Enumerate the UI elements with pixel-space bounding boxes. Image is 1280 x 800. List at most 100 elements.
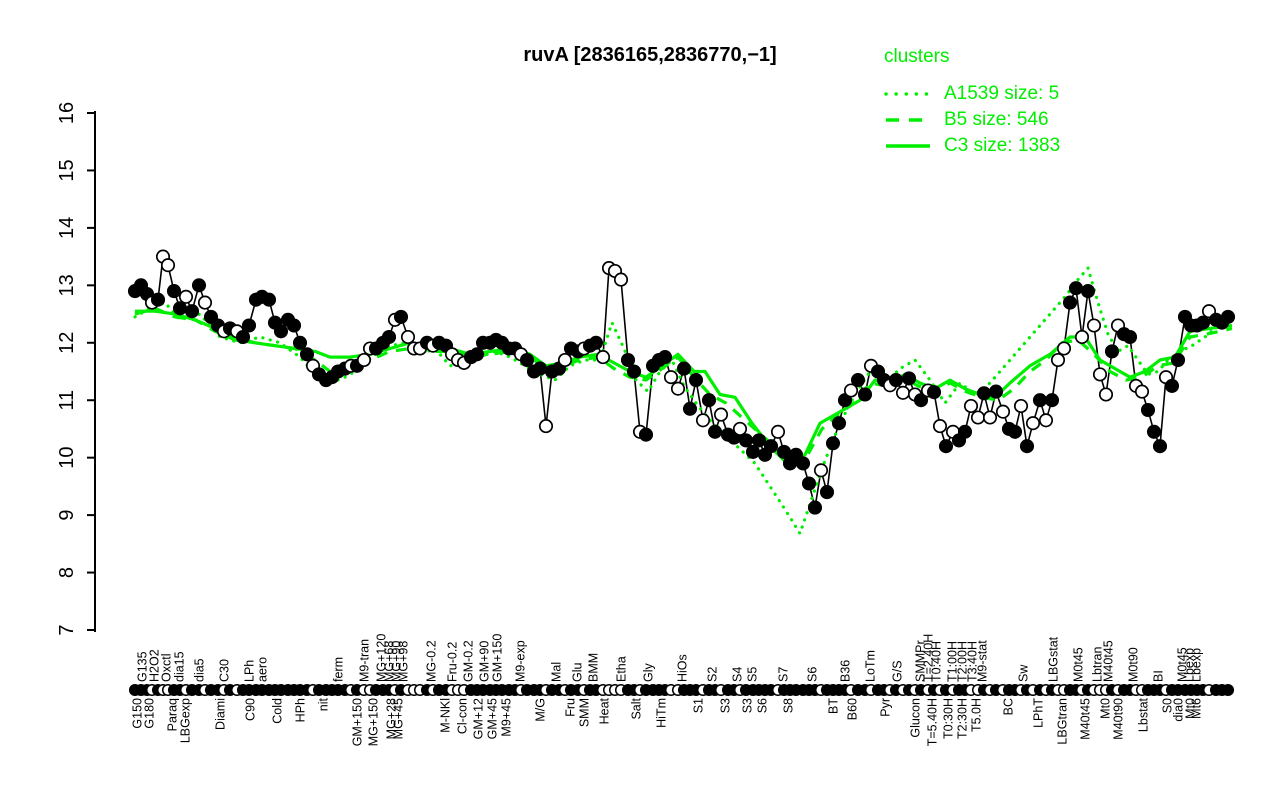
legend-entry-b5: B5 size: 546: [884, 107, 1060, 133]
x-label: M9-stat: [976, 640, 990, 682]
x-label: dia0: [1172, 698, 1186, 722]
x-label: GM+45: [486, 698, 500, 739]
filled-point: [831, 416, 847, 431]
chart-title: ruvA [2836165,2836770,−1]: [523, 44, 777, 66]
open-point: [670, 381, 686, 396]
x-label: GM-0.2: [462, 640, 476, 682]
y-tick-label: 10: [56, 447, 78, 469]
x-label: HiTm: [655, 698, 669, 728]
open-point: [1025, 416, 1041, 431]
x-label: M/G: [534, 698, 548, 722]
filled-point: [469, 347, 485, 362]
x-label: M9-exp: [514, 640, 528, 682]
legend-entry-c3: C3 size: 1383: [884, 133, 1060, 159]
filled-point: [807, 500, 823, 515]
x-label: T0:40H: [930, 641, 944, 682]
filled-point: [776, 444, 792, 459]
x-label: MG+68: [383, 641, 397, 682]
filled-point: [241, 318, 257, 333]
y-tick-label: 15: [56, 159, 78, 181]
x-label: C30: [218, 659, 232, 682]
x-label: Oxctl: [160, 654, 174, 682]
filled-point: [801, 476, 817, 491]
condition-marker-strip: [128, 683, 1235, 697]
filled-point: [682, 401, 698, 416]
x-label: S6: [756, 698, 770, 713]
filled-point: [1195, 315, 1211, 330]
legend-title: clusters: [884, 46, 950, 67]
filled-point: [957, 424, 973, 439]
x-label: B60: [846, 698, 860, 720]
filled-point: [191, 278, 207, 293]
x-label: Mal: [550, 662, 564, 682]
x-label: M0t45: [1072, 647, 1086, 682]
filled-point: [763, 439, 779, 454]
open-point: [538, 419, 554, 434]
y-tick-label: 13: [56, 274, 78, 296]
open-point: [895, 385, 911, 400]
condition-marker: [1221, 683, 1235, 697]
open-point: [1074, 329, 1090, 345]
x-label: S3: [741, 698, 755, 713]
x-label: B36: [839, 660, 853, 682]
filled-point: [1152, 439, 1168, 454]
x-label: GM+90: [478, 641, 492, 682]
x-label: T1:00H: [946, 641, 960, 682]
open-point: [843, 383, 859, 398]
filled-point: [819, 485, 835, 500]
open-point: [160, 258, 176, 273]
x-label: Fru-0.2: [446, 642, 460, 682]
x-label: MG+90: [390, 641, 404, 682]
x-label: S2: [706, 667, 720, 682]
x-label: S0: [1161, 698, 1175, 713]
x-label: HPh: [294, 698, 308, 722]
open-point: [1134, 384, 1150, 399]
filled-point: [1007, 424, 1023, 439]
x-label: G180: [143, 698, 157, 729]
x-label: G/S: [891, 660, 905, 682]
open-point: [770, 424, 786, 439]
x-label: M0t45: [1176, 647, 1190, 682]
x-label: Diami: [214, 698, 228, 730]
x-label: BI: [1152, 670, 1166, 682]
filled-point: [707, 424, 723, 439]
x-label: T0:30H: [942, 698, 956, 739]
x-label: GM+150: [491, 634, 505, 682]
x-label: Gly: [642, 663, 656, 683]
filled-point: [299, 347, 315, 362]
filled-point: [988, 384, 1004, 399]
open-point: [356, 352, 372, 368]
filled-point: [976, 386, 992, 401]
filled-point: [857, 387, 873, 402]
x-label: Lbstat: [1137, 697, 1151, 732]
x-label: S4: [731, 667, 745, 682]
x-label: S5: [746, 667, 760, 682]
legend-entry-label: A1539 size: 5: [944, 83, 1060, 104]
filled-point: [1044, 393, 1060, 408]
x-label: Heat: [598, 697, 612, 724]
legend-entries: A1539 size: 5 B5 size: 546 C3 size: 1383: [884, 81, 1060, 159]
open-point: [1092, 367, 1108, 382]
x-label: Mt0: [1099, 698, 1113, 719]
x-label: Etha: [615, 656, 629, 682]
filled-point: [1068, 281, 1084, 296]
y-tick-label: 8: [56, 567, 78, 578]
x-label: M0t90: [1127, 647, 1141, 682]
filled-point: [926, 385, 942, 400]
x-label: T=2.40H: [922, 634, 936, 682]
x-label: LPhT: [1032, 698, 1046, 728]
x-label: S3: [719, 698, 733, 713]
open-point: [1013, 398, 1029, 414]
filled-point: [1140, 402, 1156, 418]
x-label: G150: [131, 698, 145, 729]
x-label: T2:00H: [956, 641, 970, 682]
filled-point: [795, 456, 811, 471]
x-label: M-NKl: [439, 698, 453, 733]
x-label: MG+45: [392, 698, 406, 739]
x-label: SMM: [578, 698, 592, 727]
legend-entry-a1539: A1539 size: 5: [884, 81, 1060, 107]
filled-point: [1220, 309, 1236, 324]
open-point: [932, 419, 948, 434]
x-label: M9-tran: [358, 639, 372, 682]
